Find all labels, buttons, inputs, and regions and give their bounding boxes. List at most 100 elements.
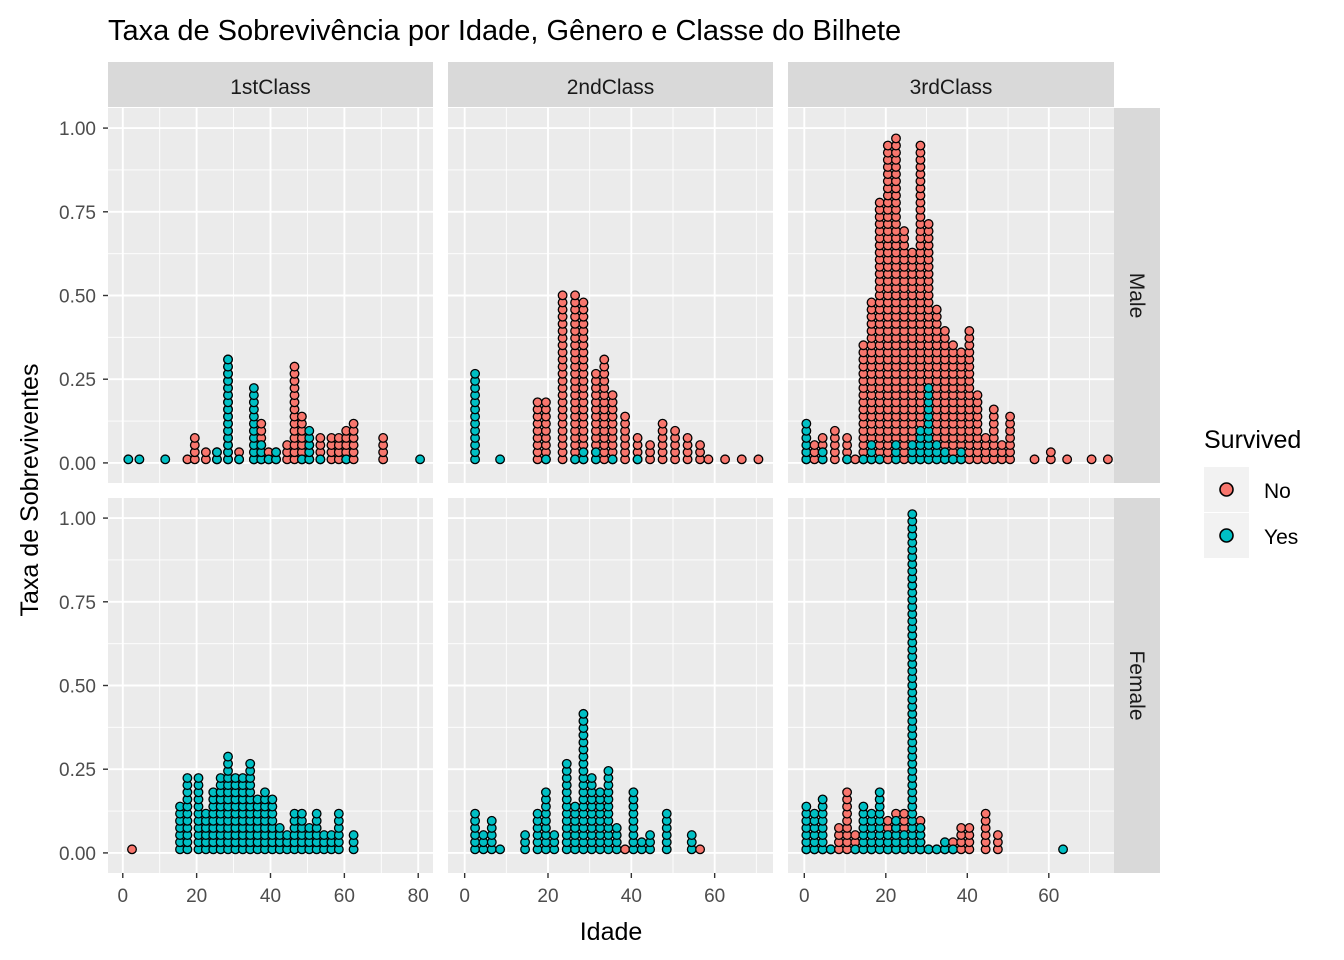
dot-yes-1stclass-male [223, 354, 233, 365]
dot-yes-3rdclass-male [801, 418, 812, 429]
dot-no-2ndclass-male [682, 432, 693, 443]
dot-no-2ndclass-male [578, 297, 589, 308]
y-tick-label: 1.00 [59, 509, 96, 530]
y-tick-label: 0.00 [59, 844, 96, 865]
dot-no-3rdclass-female [842, 787, 853, 798]
dot-yes-3rdclass-female [923, 844, 934, 855]
dot-yes-1stclass-female [223, 751, 233, 762]
dot-yes-2ndclass-female [645, 830, 656, 841]
dot-no-1stclass-male [189, 432, 200, 443]
dot-yes-3rdclass-male [858, 454, 869, 465]
dot-no-3rdclass-male [874, 197, 885, 208]
dot-yes-2ndclass-female [570, 801, 581, 812]
dot-yes-3rdclass-male [931, 440, 942, 451]
dot-no-3rdclass-female [992, 830, 1003, 841]
gridlines [108, 108, 1114, 873]
dot-yes-1stclass-female [267, 794, 278, 805]
dot-no-3rdclass-male [858, 340, 869, 351]
dot-no-3rdclass-male [964, 326, 975, 336]
dot-no-1stclass-male [296, 411, 307, 422]
dot-yes-1stclass-female [182, 773, 193, 783]
dot-no-3rdclass-male [988, 404, 999, 415]
dot-yes-3rdclass-female [866, 808, 877, 819]
dot-yes-3rdclass-female [858, 801, 869, 812]
dot-yes-1stclass-male [415, 454, 426, 465]
x-tick-label: 20 [537, 886, 558, 907]
dot-yes-3rdclass-male [939, 447, 950, 458]
dot-yes-2ndclass-female [532, 808, 543, 819]
dot-yes-2ndclass-male [590, 447, 601, 458]
dot-yes-3rdclass-male [948, 454, 958, 465]
dot-yes-1stclass-male [304, 425, 315, 436]
strip-female-bg [1114, 498, 1160, 873]
dot-no-3rdclass-male [891, 133, 901, 144]
dot-yes-2ndclass-male [470, 368, 481, 379]
x-tick-label: 80 [408, 886, 429, 907]
dot-no-2ndclass-male [590, 368, 601, 379]
dot-yes-1stclass-female [311, 808, 322, 819]
dot-yes-1stclass-female [193, 773, 204, 783]
dot-yes-2ndclass-female [661, 808, 672, 819]
dot-no-2ndclass-male [736, 454, 747, 465]
dot-yes-1stclass-male [315, 454, 326, 465]
dot-no-2ndclass-male [695, 440, 706, 451]
legend: Survived No Yes [1204, 426, 1301, 558]
dot-yes-2ndclass-female [578, 708, 589, 719]
dot-yes-3rdclass-female [801, 801, 812, 812]
dot-yes-3rdclass-female [817, 794, 828, 805]
dot-yes-3rdclass-female [899, 830, 910, 841]
dot-no-1stclass-male [315, 432, 326, 443]
y-tick-label: 0.75 [59, 203, 96, 224]
dot-no-3rdclass-male [829, 425, 840, 436]
dot-yes-1stclass-female [245, 758, 256, 769]
dot-no-2ndclass-male [753, 454, 764, 465]
dot-no-3rdclass-male [980, 432, 991, 443]
dot-yes-1stclass-female [333, 808, 344, 819]
dot-no-2ndclass-male [532, 397, 543, 408]
dot-no-3rdclass-male [842, 432, 853, 443]
dot-no-2ndclass-male [620, 411, 631, 422]
axes: 0.00 0.25 0.50 0.75 1.00 0 20 40 60 80 0.00 0.25 0.5… [59, 119, 1059, 907]
dot-no-3rdclass-male [1005, 411, 1016, 422]
x-tick-label: 40 [260, 886, 281, 907]
dot-yes-1stclass-male [271, 447, 281, 458]
dot-yes-3rdclass-female [809, 808, 820, 819]
legend-dot-yes [1219, 528, 1234, 543]
dot-yes-2ndclass-female [520, 830, 531, 841]
dot-yes-2ndclass-male [570, 454, 581, 465]
dot-yes-3rdclass-male [915, 425, 926, 436]
dot-yes-2ndclass-female [478, 830, 489, 841]
dot-no-3rdclass-male [1045, 447, 1056, 458]
legend-label-yes: Yes [1264, 526, 1298, 549]
x-tick-label: 20 [875, 886, 896, 907]
dot-no-3rdclass-female [980, 808, 991, 819]
dot-yes-2ndclass-female [595, 787, 606, 798]
legend-dot-no [1219, 482, 1234, 497]
dot-yes-3rdclass-male [874, 454, 885, 465]
dot-no-2ndclass-male [607, 390, 618, 401]
dot-no-3rdclass-male [972, 390, 983, 401]
strip-3rdclass-bg [788, 62, 1114, 107]
dot-yes-3rdclass-female [874, 787, 885, 798]
y-tick-label: 0.50 [59, 287, 96, 308]
x-tick-label: 0 [459, 886, 470, 907]
dot-no-3rdclass-male [1029, 454, 1040, 465]
dot-yes-2ndclass-female [540, 787, 551, 798]
dot-no-3rdclass-male [899, 226, 910, 237]
dot-no-2ndclass-male [703, 454, 714, 465]
dot-no-3rdclass-male [996, 440, 1007, 451]
dot-no-3rdclass-female [850, 830, 861, 841]
dot-yes-3rdclass-female [1058, 844, 1069, 855]
dot-no-3rdclass-male [948, 340, 958, 351]
dot-no-1stclass-male [200, 447, 211, 458]
x-axis-title: Idade [580, 918, 643, 946]
dot-no-3rdclass-male [1102, 454, 1113, 465]
dot-yes-2ndclass-female [549, 830, 560, 841]
strip-label-male: Male [1125, 273, 1148, 319]
dot-yes-1stclass-male [211, 447, 222, 458]
dot-yes-2ndclass-female [495, 844, 506, 855]
dot-no-3rdclass-female [899, 808, 910, 819]
dot-no-1stclass-female [127, 844, 137, 855]
dot-no-2ndclass-male [632, 432, 643, 443]
